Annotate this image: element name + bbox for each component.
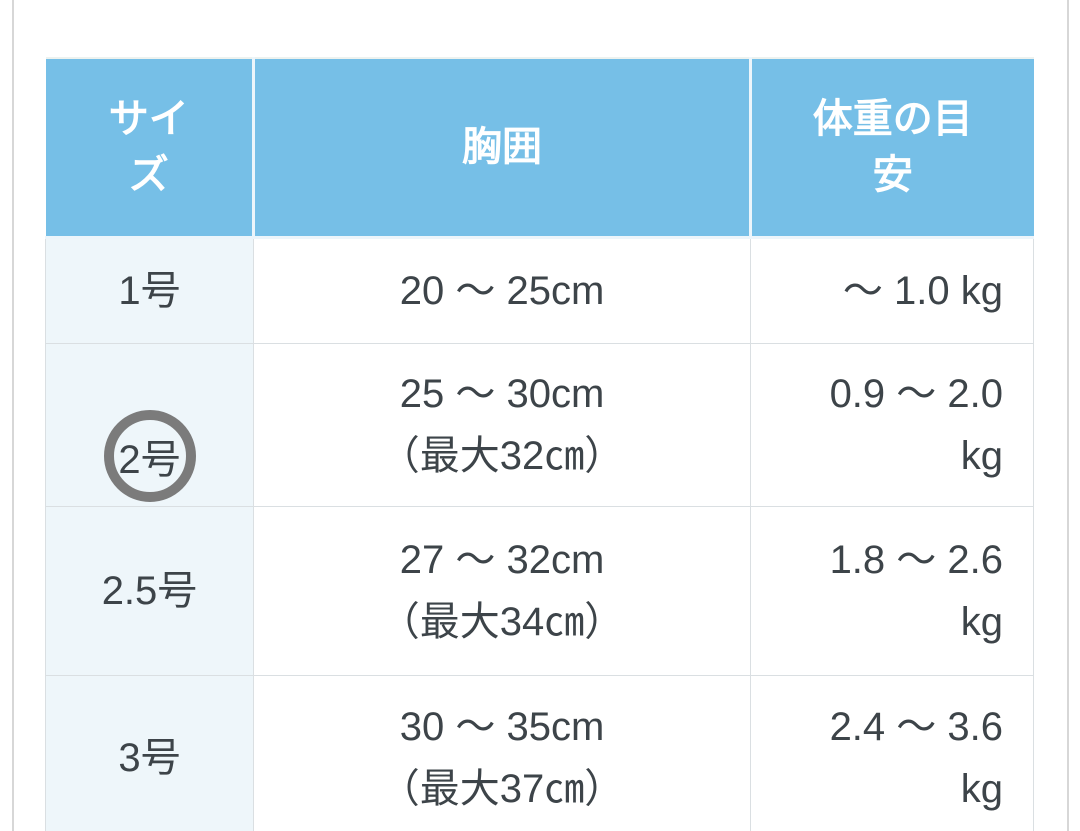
chest-cell: 25 〜 30cm （最大32㎝） (253, 342, 751, 507)
table-row: 3号 30 〜 35cm （最大37㎝） 2.4 〜 3.6 kg (45, 674, 1034, 831)
header-row: サイ ズ 胸囲 体重の目 安 (45, 58, 1034, 239)
size-label: 1号 (118, 268, 181, 313)
size-cell: 3号 (45, 674, 254, 831)
size-chart: サイ ズ 胸囲 体重の目 安 1号 20 〜 25cm 〜 1.0 kg 2号 … (45, 57, 1034, 831)
left-page-edge-line (12, 0, 14, 831)
size-cell: 1号 (45, 236, 254, 344)
table-row: 2.5号 27 〜 32cm （最大34㎝） 1.8 〜 2.6 kg (45, 505, 1034, 676)
chest-cell: 30 〜 35cm （最大37㎝） (253, 674, 751, 831)
table-row: 1号 20 〜 25cm 〜 1.0 kg (45, 236, 1034, 344)
size-chart-table: サイ ズ 胸囲 体重の目 安 1号 20 〜 25cm 〜 1.0 kg 2号 … (45, 57, 1034, 831)
weight-cell: 〜 1.0 kg (750, 236, 1034, 344)
weight-cell: 0.9 〜 2.0 kg (750, 342, 1034, 507)
size-cell: 2.5号 (45, 505, 254, 676)
size-label: 3号 (118, 735, 181, 780)
size-cell: 2号 (45, 342, 254, 507)
table-row: 2号 25 〜 30cm （最大32㎝） 0.9 〜 2.0 kg (45, 342, 1034, 507)
chest-cell: 20 〜 25cm (253, 236, 751, 344)
weight-cell: 1.8 〜 2.6 kg (750, 505, 1034, 676)
header-size: サイ ズ (45, 58, 254, 239)
header-weight: 体重の目 安 (749, 58, 1034, 239)
size-label: 2号 (118, 437, 181, 482)
header-chest: 胸囲 (252, 58, 751, 239)
selection-circle-annotation: 2号 (103, 409, 196, 502)
right-page-edge-line (1067, 0, 1069, 831)
size-label: 2.5号 (101, 568, 198, 613)
weight-cell: 2.4 〜 3.6 kg (750, 674, 1034, 831)
chest-cell: 27 〜 32cm （最大34㎝） (253, 505, 751, 676)
